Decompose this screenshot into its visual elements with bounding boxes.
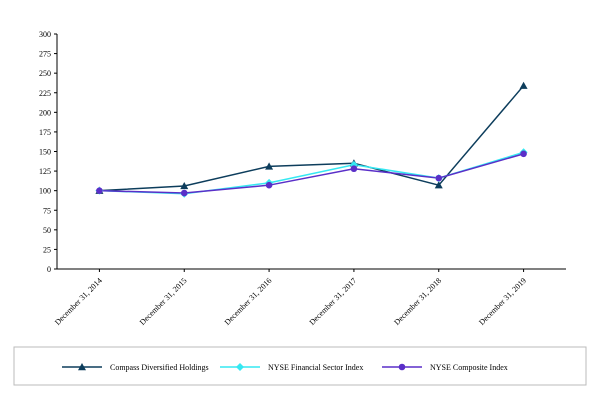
x-tick-label: December 31, 2017 <box>308 276 359 327</box>
y-tick-label: 125 <box>39 167 51 176</box>
legend-label: NYSE Financial Sector Index <box>268 363 363 372</box>
x-tick-label: December 31, 2019 <box>477 276 528 327</box>
y-tick-label: 200 <box>39 108 51 117</box>
marker <box>519 81 528 89</box>
marker <box>398 363 406 371</box>
y-tick-label: 0 <box>47 265 51 274</box>
marker <box>265 181 273 189</box>
y-tick-label: 50 <box>43 226 51 235</box>
series-line <box>99 85 525 192</box>
legend-label: NYSE Composite Index <box>430 363 508 372</box>
marker <box>435 174 443 182</box>
y-tick-label: 150 <box>39 148 51 157</box>
x-tick-label: December 31, 2018 <box>392 276 443 327</box>
legend-label: Compass Diversified Holdings <box>110 363 209 372</box>
y-tick-label: 75 <box>43 206 51 215</box>
legend-box <box>13 346 587 386</box>
y-tick-label: 250 <box>39 69 51 78</box>
marker <box>265 162 274 170</box>
x-tick-label: December 31, 2016 <box>223 276 274 327</box>
marker <box>180 189 188 197</box>
series-line <box>99 153 524 194</box>
marker <box>78 363 86 371</box>
marker <box>96 187 103 194</box>
y-tick-label: 225 <box>39 89 51 98</box>
y-tick-label: 275 <box>39 50 51 59</box>
marker <box>180 181 189 190</box>
x-tick-label: December 31, 2015 <box>138 276 189 327</box>
marker <box>350 165 358 173</box>
x-tick-label: December 31, 2014 <box>53 276 104 327</box>
marker <box>236 363 244 371</box>
y-tick-label: 175 <box>39 128 51 137</box>
y-tick-label: 300 <box>39 30 51 39</box>
y-tick-label: 100 <box>39 187 51 196</box>
marker <box>520 150 527 158</box>
marker <box>434 181 443 189</box>
y-tick-label: 25 <box>43 245 51 254</box>
